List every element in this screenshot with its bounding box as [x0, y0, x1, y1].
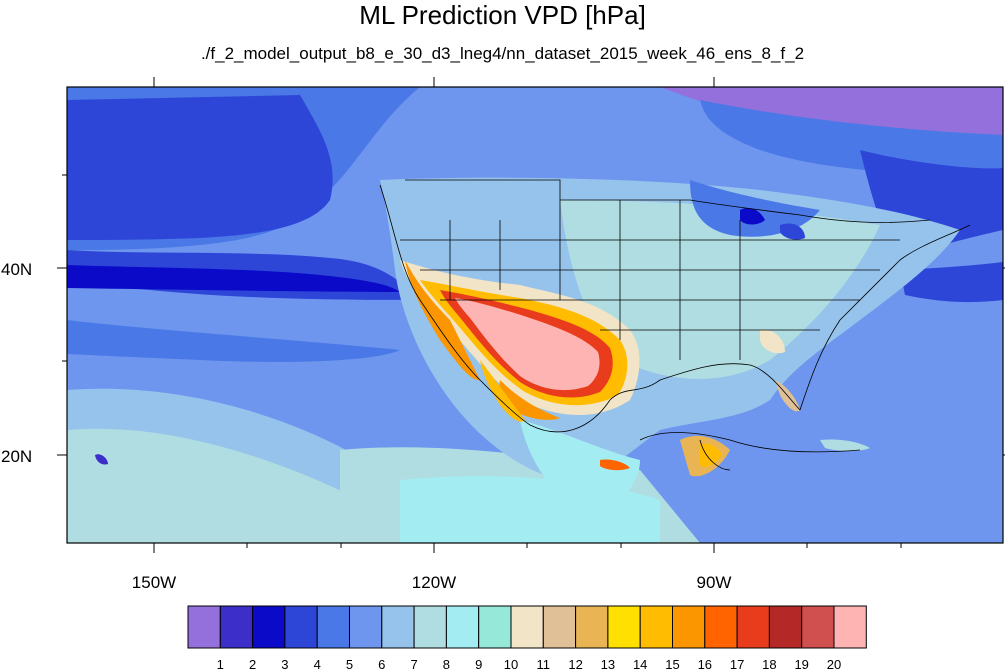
colorbar-cell: [510, 605, 544, 649]
colorbar-cell: [768, 605, 803, 649]
colorbar-cell: [833, 605, 867, 649]
colorbar-label: 13: [601, 657, 615, 672]
colorbar-label: 19: [794, 657, 808, 672]
lon-label-120w: 120W: [412, 573, 456, 592]
colorbar-cell: [801, 605, 835, 649]
colorbar-label: 2: [249, 657, 256, 672]
colorbar-label: 5: [346, 657, 353, 672]
colorbar-label: 14: [633, 657, 647, 672]
colorbar-cell: [219, 605, 254, 649]
colorbar-cell: [704, 605, 738, 649]
lon-label-150w: 150W: [132, 573, 176, 592]
colorbar-cell: [575, 605, 609, 649]
colorbar-cell: [316, 605, 351, 649]
boundary-lines: [379, 179, 971, 471]
colorbar-label: 12: [568, 657, 582, 672]
map-subtitle: ./f_2_model_output_b8_e_30_d3_lneg4/nn_d…: [200, 44, 805, 63]
colorbar-cell: [639, 605, 674, 649]
axis-ticks: [57, 77, 1005, 553]
colorbar-label: 8: [443, 657, 450, 672]
lat-label-40n: 40N: [1, 260, 32, 279]
colorbar: 1 2 3 4 5 6 7 8 9 10 11 12 13 14 15 16 17 18 19 20: [187, 605, 867, 672]
vpd-field: [67, 87, 1003, 543]
colorbar-label: 11: [537, 657, 551, 672]
colorbar-label: 9: [475, 657, 482, 672]
colorbar-label: 10: [504, 657, 518, 672]
colorbar-label: 4: [314, 657, 321, 672]
colorbar-label: 6: [378, 657, 385, 672]
colorbar-cell: [349, 605, 383, 649]
colorbar-cell: [736, 605, 770, 649]
colorbar-label: 1: [217, 657, 224, 672]
colorbar-cell: [478, 605, 512, 649]
colorbar-label: 17: [730, 657, 744, 672]
plot-frame: [66, 86, 1004, 544]
colorbar-cell: [284, 605, 318, 649]
colorbar-label: 16: [698, 657, 712, 672]
colorbar-cell: [413, 605, 447, 649]
colorbar-cell: [672, 605, 706, 649]
colorbar-label: 3: [281, 657, 288, 672]
map-title: ML Prediction VPD [hPa]: [359, 0, 646, 30]
colorbar-cell: [542, 605, 577, 649]
colorbar-cell: [445, 605, 480, 649]
colorbar-label: 18: [762, 657, 776, 672]
lat-label-20n: 20N: [1, 447, 32, 466]
colorbar-label: 20: [827, 657, 841, 672]
colorbar-label: 15: [665, 657, 679, 672]
colorbar-cell: [381, 605, 415, 649]
colorbar-label: 7: [410, 657, 417, 672]
colorbar-cell: [607, 605, 641, 649]
colorbar-cell: [187, 605, 221, 649]
colorbar-cell: [252, 605, 286, 649]
lon-label-90w: 90W: [697, 573, 732, 592]
